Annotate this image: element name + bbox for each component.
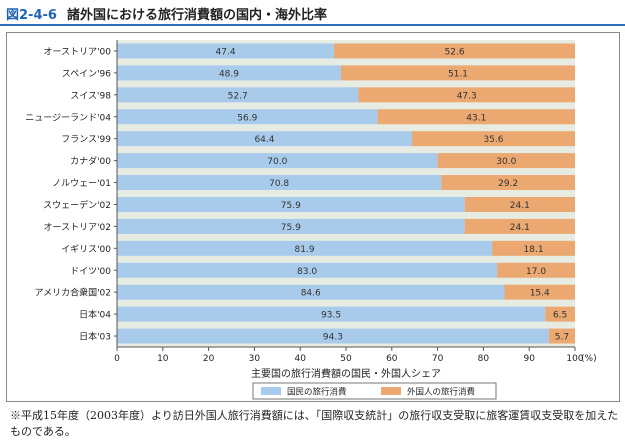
figure-number: 図2-4-6 [6,7,57,23]
y-tick-label: 日本'03 [79,331,111,343]
data-label-foreign: 24.1 [510,201,530,211]
bar-domestic [117,218,465,234]
data-label-foreign: 52.6 [445,47,465,57]
data-label-domestic: 93.5 [321,311,341,321]
x-axis-title: 主要国の旅行消費額の国民・外国人シェア [251,367,441,380]
figure-title-row: 図2-4-6 諸外国における旅行消費額の国内・海外比率 [6,4,327,23]
y-tick-label: ノルウェー'01 [52,178,111,189]
y-tick-label: ニュージーランド'04 [25,112,111,123]
bar-domestic [117,240,493,256]
data-label-domestic: 70.8 [269,179,289,189]
data-label-foreign: 51.1 [448,69,468,79]
bar-foreign [358,87,575,103]
bar-domestic [117,196,465,212]
x-tick-label: 10 [157,354,169,364]
data-label-domestic: 70.0 [267,157,287,167]
bar-domestic [117,262,498,278]
bar-foreign [334,43,575,59]
x-tick-label: 40 [294,354,306,364]
data-label-foreign: 17.0 [526,267,546,277]
x-tick-label: 0 [114,354,120,364]
y-tick-label: カナダ'00 [70,155,111,167]
y-tick-label: スペイン'96 [62,69,112,79]
x-unit-label: (%) [581,354,597,364]
data-label-domestic: 47.4 [216,47,236,57]
bar-foreign [497,262,575,278]
y-tick-label: ドイツ'00 [70,267,111,277]
title-divider [0,24,625,26]
y-tick-label: オーストリア'00 [44,46,112,57]
data-label-foreign: 5.7 [555,333,569,343]
x-tick-label: 100 [566,354,583,364]
bar-domestic [117,153,438,169]
legend-swatch [381,387,401,395]
bar-domestic [117,328,549,344]
bar-domestic [117,131,412,147]
bar-domestic [117,109,378,125]
bar-foreign [464,218,575,234]
data-label-foreign: 35.6 [483,135,503,145]
data-label-foreign: 24.1 [510,223,530,233]
bar-foreign [464,196,575,212]
bar-foreign [377,109,575,125]
bar-domestic [117,65,341,81]
x-tick-label: 50 [340,354,352,364]
bar-domestic [117,175,442,191]
plot-area [117,40,575,347]
bar-foreign [441,175,575,191]
bar-domestic [117,306,546,322]
data-label-domestic: 64.4 [254,135,274,145]
bar-foreign [492,240,575,256]
figure-title: 諸外国における旅行消費額の国内・海外比率 [66,7,327,23]
x-tick-label: 60 [386,354,398,364]
data-label-domestic: 48.9 [219,69,239,79]
footnote: ※平成15年度（2003年度）より訪日外国人旅行消費額には、「国際収支統計」の旅… [10,409,619,438]
bar-foreign [340,65,575,81]
data-label-domestic: 52.7 [228,91,248,101]
data-label-domestic: 75.9 [281,223,301,233]
data-label-foreign: 6.5 [553,311,567,321]
legend-swatch [261,387,281,395]
chart-frame [6,32,620,402]
data-label-foreign: 43.1 [466,113,486,123]
data-label-domestic: 75.9 [281,201,301,211]
data-label-domestic: 84.6 [301,289,321,299]
data-label-foreign: 30.0 [496,157,516,167]
y-tick-label: フランス'99 [61,134,111,145]
y-tick-label: アメリカ合衆国'02 [35,287,111,299]
legend-label: 外国人の旅行消費 [407,387,476,398]
y-tick-label: 日本'04 [79,309,111,321]
data-label-foreign: 18.1 [524,245,544,255]
bar-domestic [117,43,335,59]
data-label-domestic: 94.3 [323,333,343,343]
y-tick-label: イギリス'00 [61,244,111,255]
x-tick-label: 30 [249,354,261,364]
data-label-domestic: 56.9 [237,113,257,123]
y-tick-label: スイス'98 [70,91,111,101]
legend-box [252,382,497,400]
bar-foreign [437,153,575,169]
data-label-domestic: 81.9 [295,245,315,255]
y-tick-label: オーストリア'02 [44,222,111,233]
bar-foreign [548,328,575,344]
bar-foreign [504,284,575,300]
data-label-foreign: 29.2 [498,179,518,189]
x-tick-label: 20 [203,354,215,364]
y-tick-label: スウェーデン'02 [43,199,111,211]
bar-foreign [545,306,575,322]
bar-domestic [117,284,505,300]
data-label-foreign: 15.4 [530,289,550,299]
data-label-domestic: 83.0 [297,267,317,277]
legend-label: 国民の旅行消費 [287,387,347,398]
x-tick-label: 90 [523,354,535,364]
data-label-foreign: 47.3 [457,91,477,101]
bar-foreign [411,131,575,147]
x-tick-label: 80 [478,354,490,364]
bar-domestic [117,87,359,103]
x-tick-label: 70 [432,354,444,364]
